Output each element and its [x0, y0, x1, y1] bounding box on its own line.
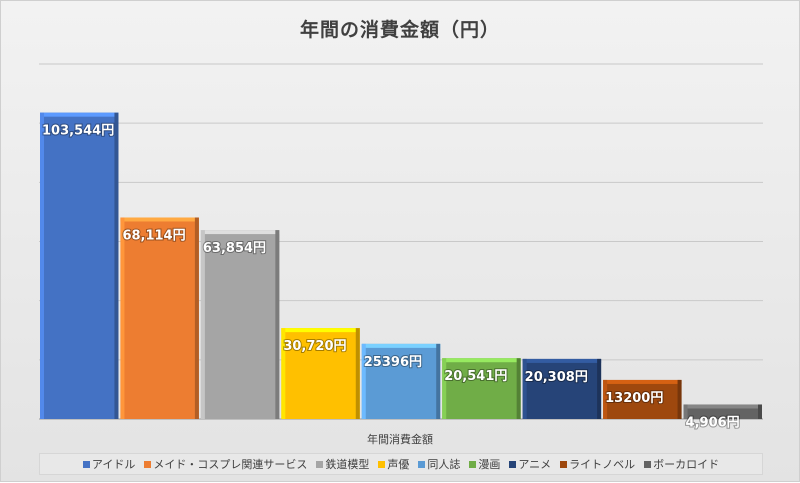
bar-group: [603, 379, 682, 419]
bar: [40, 112, 119, 419]
bar-group: [281, 328, 360, 419]
data-label: 68,114円: [122, 228, 185, 243]
bar-group: [361, 343, 441, 419]
bar-right-bevel: [194, 217, 199, 419]
legend-label: アニメ: [518, 458, 552, 471]
data-label: 20,308円: [525, 370, 588, 385]
legend-item: アイドル: [82, 456, 136, 472]
legend-item: ボーカロイド: [644, 456, 719, 472]
legend-swatch: [644, 460, 652, 468]
bar-right-bevel: [516, 358, 521, 419]
bar: [522, 358, 602, 419]
bar: [361, 343, 441, 419]
data-label: 30,720円: [283, 339, 346, 354]
bar-right-bevel: [114, 112, 119, 419]
bar-left-bevel: [683, 404, 688, 419]
legend: アイドル メイド・コスプレ関連サービス 鉄道模型 声優 同人誌 漫画 アニメ ライトノベル ボー…: [39, 453, 763, 475]
legend-item: 漫画: [469, 456, 500, 472]
bar-left-bevel: [603, 379, 608, 419]
bar-right-bevel: [275, 230, 280, 419]
bar-top-bevel: [120, 217, 199, 222]
bar-left-bevel: [361, 343, 366, 419]
bar-right-bevel: [758, 404, 762, 419]
legend-label: 漫画: [478, 458, 501, 471]
bar-top-bevel: [683, 404, 762, 409]
data-label: 25396円: [364, 355, 422, 370]
legend-item: メイド・コスプレ関連サービス: [144, 456, 307, 472]
data-label: 63,854円: [203, 241, 266, 256]
legend-swatch: [509, 460, 517, 468]
bar-left-bevel: [40, 112, 44, 419]
bar: [281, 328, 360, 419]
legend-item: 鉄道模型: [316, 456, 369, 472]
bar-top-bevel: [40, 112, 119, 117]
legend-swatch: [418, 460, 426, 468]
bar: [120, 217, 199, 419]
bar-group: [522, 358, 602, 419]
data-label: 103,544円: [42, 124, 114, 139]
chart-title: 年間の消費金額（円）: [299, 19, 500, 41]
data-label: 13200円: [605, 391, 663, 406]
legend-label: 同人誌: [427, 458, 461, 471]
legend-label: 鉄道模型: [325, 458, 370, 471]
bar-group: [683, 404, 762, 419]
bar-group: [40, 112, 119, 419]
bar: [200, 230, 280, 419]
bar: [442, 358, 521, 419]
legend-item: 同人誌: [418, 456, 460, 472]
bar-right-bevel: [597, 358, 602, 419]
data-label: 20,541円: [444, 369, 507, 384]
bar-top-bevel: [522, 358, 602, 363]
legend-label: メイド・コスプレ関連サービス: [153, 458, 308, 471]
legend-swatch: [82, 460, 90, 468]
x-axis-label: 年間消費金額: [367, 433, 433, 446]
legend-label: ライトノベル: [569, 458, 636, 471]
bar-top-bevel: [442, 358, 521, 363]
bar-right-bevel: [677, 379, 682, 419]
data-label: 4,906円: [686, 415, 740, 430]
legend-item: ライトノベル: [560, 456, 635, 472]
bar-top-bevel: [603, 379, 682, 384]
legend-swatch: [560, 460, 568, 468]
legend-item: アニメ: [509, 456, 551, 472]
legend-swatch: [378, 460, 386, 468]
bar: [603, 379, 682, 419]
bar-group: [442, 358, 521, 419]
legend-swatch: [316, 460, 324, 468]
legend-label: アイドル: [91, 458, 136, 471]
bar-group: [200, 230, 280, 419]
bar-left-bevel: [442, 358, 447, 419]
bar-left-bevel: [281, 328, 286, 419]
bar-top-bevel: [200, 230, 280, 235]
bar-left-bevel: [522, 358, 527, 419]
legend-label: 声優: [387, 458, 410, 471]
bar-right-bevel: [436, 343, 441, 419]
legend-item: 声優: [378, 456, 409, 472]
legend-label: ボーカロイド: [653, 458, 720, 471]
bar-top-bevel: [281, 328, 360, 333]
bar-left-bevel: [200, 230, 205, 419]
bar-left-bevel: [120, 217, 125, 419]
bar-group: [120, 217, 199, 419]
bar-right-bevel: [355, 328, 360, 419]
legend-swatch: [469, 460, 477, 468]
bar-top-bevel: [361, 343, 441, 348]
legend-swatch: [144, 460, 152, 468]
